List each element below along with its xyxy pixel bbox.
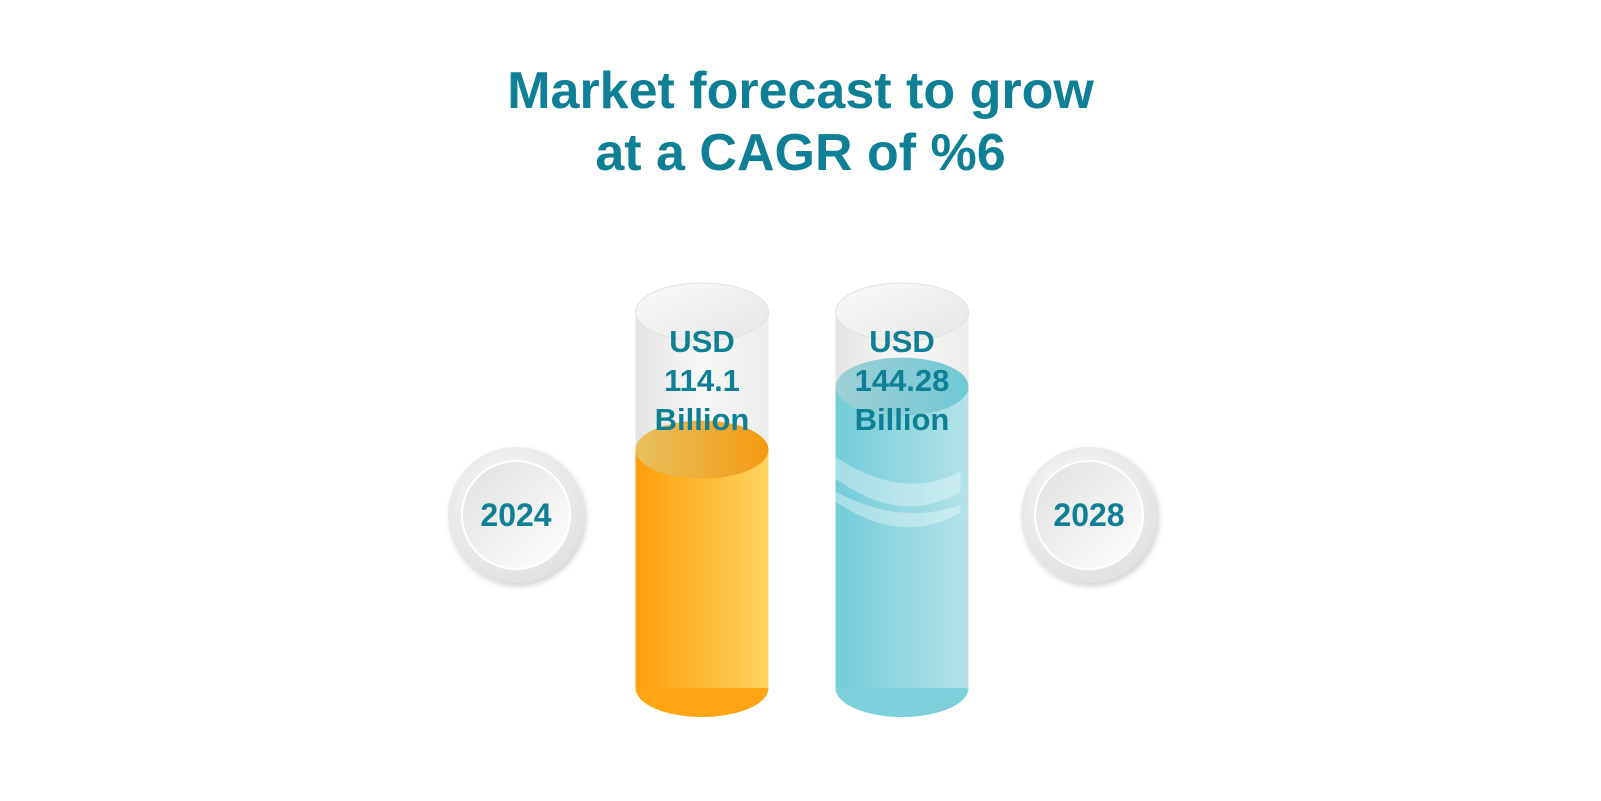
chart-title: Market forecast to grow at a CAGR of %6 bbox=[0, 60, 1601, 184]
tube-top-2028 bbox=[835, 282, 969, 342]
bar-2024 bbox=[635, 449, 769, 688]
bar-top-2024 bbox=[635, 420, 769, 479]
value-label-2028-line-2: 144.28 bbox=[855, 363, 950, 398]
bar-highlight-band-2028 bbox=[835, 491, 961, 528]
bar-highlight-band-2028 bbox=[835, 456, 961, 507]
bar-2028 bbox=[835, 386, 969, 688]
chart-title-line-2: at a CAGR of %6 bbox=[595, 124, 1006, 182]
year-disc-inner-2024 bbox=[461, 460, 571, 570]
chart-title-line-1: Market forecast to grow bbox=[507, 62, 1094, 120]
year-disc-inner-2028 bbox=[1034, 460, 1144, 570]
value-label-2028-line-1: USD bbox=[869, 324, 934, 359]
value-label-2024-line-1: USD bbox=[669, 324, 734, 359]
value-label-2028-line-3: Billion bbox=[855, 402, 950, 437]
bar-top-2028 bbox=[835, 357, 969, 416]
value-label-2024-line-2: 114.1 bbox=[664, 363, 740, 398]
tube-top-2024 bbox=[635, 282, 769, 342]
value-label-2024-line-3: Billion bbox=[655, 402, 750, 437]
category-label-2028: 2028 bbox=[1053, 497, 1124, 533]
category-label-2024: 2024 bbox=[480, 497, 551, 533]
